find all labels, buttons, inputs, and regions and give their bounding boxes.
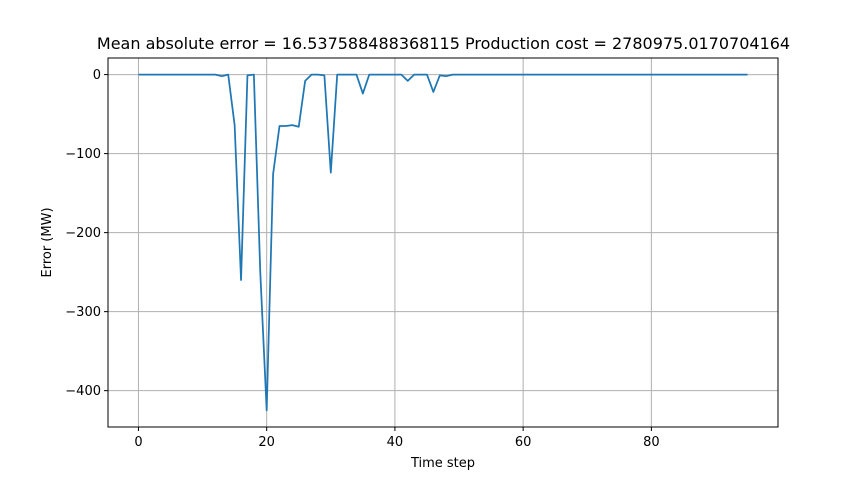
y-axis-ticks: 0 −100 −200 −300 −400: [65, 68, 108, 399]
axes-frame: [107, 57, 779, 428]
x-tick-label: 80: [643, 435, 660, 450]
x-tick-label: 40: [387, 435, 404, 450]
y-tick-label: 0: [93, 68, 101, 83]
y-axis-label: Error (MW): [40, 207, 55, 277]
x-tick-label: 20: [258, 435, 275, 450]
y-tick-label: −300: [65, 305, 101, 320]
y-tick-label: −400: [65, 384, 101, 399]
plot-area: [138, 73, 748, 412]
x-axis-ticks: 0 20 40 60 80: [134, 427, 660, 450]
x-axis-label: Time step: [410, 456, 475, 471]
series-line: [138, 73, 748, 412]
x-tick-label: 60: [515, 435, 532, 450]
gridlines: [108, 58, 778, 427]
x-tick-label: 0: [134, 435, 142, 450]
chart-title: Mean absolute error = 16.537588488368115…: [97, 34, 790, 53]
y-tick-label: −100: [65, 147, 101, 162]
y-tick-label: −200: [65, 226, 101, 241]
